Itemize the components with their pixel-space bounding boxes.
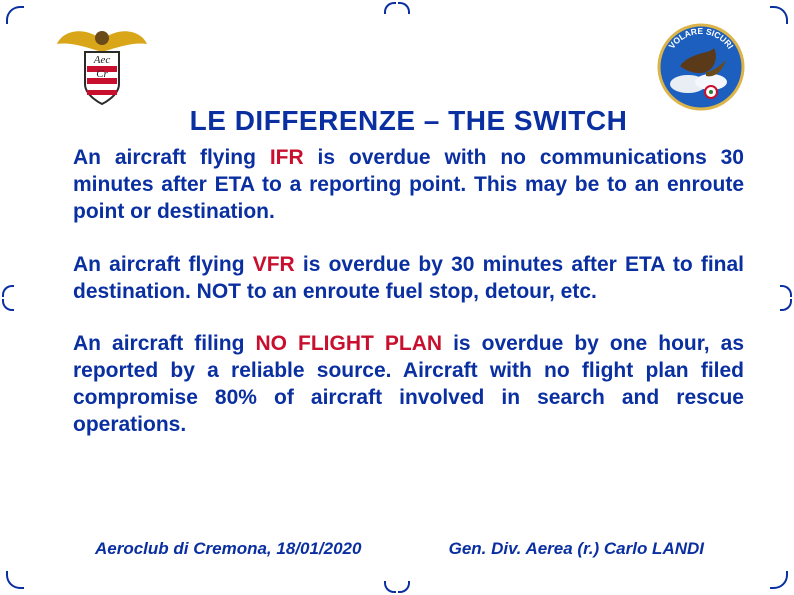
edge-notch-icon [384, 2, 410, 14]
text: An aircraft flying [73, 253, 253, 276]
highlight-no-flight-plan: NO FLIGHT PLAN [255, 332, 442, 355]
slide-content: LE DIFFERENZE – THE SWITCH An aircraft f… [73, 105, 744, 465]
corner-swirl-icon [770, 571, 788, 589]
svg-text:Cr: Cr [96, 68, 108, 80]
edge-notch-icon [384, 581, 410, 593]
slide-footer: Aeroclub di Cremona, 18/01/2020 Gen. Div… [95, 539, 704, 559]
svg-text:Aec: Aec [93, 54, 111, 66]
corner-swirl-icon [770, 6, 788, 24]
highlight-vfr: VFR [253, 253, 295, 276]
corner-swirl-icon [6, 6, 24, 24]
paragraph-nfp: An aircraft filing NO FLIGHT PLAN is ove… [73, 331, 744, 439]
paragraph-ifr: An aircraft flying IFR is overdue with n… [73, 145, 744, 226]
paragraph-vfr: An aircraft flying VFR is overdue by 30 … [73, 252, 744, 306]
text: An aircraft flying [73, 146, 270, 169]
corner-swirl-icon [6, 571, 24, 589]
aeroclub-crest-icon: Aec Cr [55, 22, 150, 112]
edge-notch-icon [780, 285, 792, 311]
highlight-ifr: IFR [270, 146, 304, 169]
edge-notch-icon [2, 285, 14, 311]
footer-right: Gen. Div. Aerea (r.) Carlo LANDI [449, 539, 704, 559]
slide-title: LE DIFFERENZE – THE SWITCH [73, 105, 744, 137]
volare-sicuri-badge-icon: VOLARE SICURI [656, 22, 746, 117]
footer-left: Aeroclub di Cremona, 18/01/2020 [95, 539, 361, 559]
text: An aircraft filing [73, 332, 255, 355]
